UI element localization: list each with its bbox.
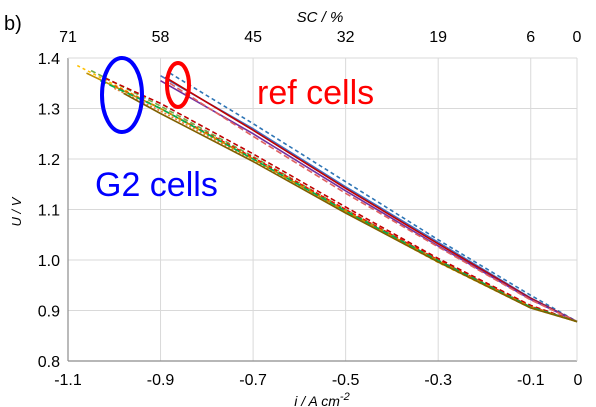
series-line-ref xyxy=(160,80,578,323)
ref-cells-label: ref cells xyxy=(257,74,374,112)
tick-labels: 0.8 0.9 1.0 1.1 1.2 1.3 1.4 -1.1 -0.9 -0.7 -0.5 -0.… xyxy=(38,29,583,389)
y-tick-label: 1.0 xyxy=(38,253,60,270)
series-line-g2 xyxy=(104,77,578,323)
top-tick-label: 6 xyxy=(526,29,535,46)
x-tick-label: -0.1 xyxy=(517,372,545,389)
series-line-g2 xyxy=(86,72,578,323)
top-tick-label: 58 xyxy=(152,29,170,46)
x-axis-label: i / A cm-2 xyxy=(294,391,349,407)
series-line-ref xyxy=(169,82,578,323)
top-tick-label: 71 xyxy=(59,29,77,46)
panel-label: b) xyxy=(4,13,22,35)
series-line-ref xyxy=(164,76,578,323)
y-tick-label: 0.9 xyxy=(38,304,60,321)
top-axis-label: SC / % xyxy=(297,9,344,26)
x-axis-label-main: i / A cm xyxy=(294,393,340,407)
top-tick-label: 45 xyxy=(244,29,262,46)
top-tick-label: 19 xyxy=(429,29,447,46)
top-tick-label: 0 xyxy=(573,29,582,46)
x-tick-label: 0 xyxy=(574,372,583,389)
series-line-g2 xyxy=(123,92,578,323)
y-tick-label: 1.1 xyxy=(38,203,60,220)
y-axis-label: U / V xyxy=(9,196,24,226)
series-lines xyxy=(76,64,578,323)
x-tick-label: -1.1 xyxy=(54,372,82,389)
g2-cells-label: G2 cells xyxy=(95,166,218,204)
x-axis-label-exponent: -2 xyxy=(340,391,350,403)
top-tick-label: 32 xyxy=(337,29,355,46)
series-line-ref xyxy=(169,72,578,323)
axes xyxy=(67,57,578,362)
y-tick-label: 1.3 xyxy=(38,102,60,119)
x-tick-label: -0.5 xyxy=(332,372,360,389)
g2-cells-ellipse xyxy=(100,56,144,134)
x-tick-label: -0.9 xyxy=(147,372,175,389)
x-tick-label: -0.7 xyxy=(239,372,267,389)
y-tick-label: 1.4 xyxy=(38,51,60,68)
x-tick-label: -0.3 xyxy=(424,372,452,389)
ref-cells-ellipse xyxy=(165,61,191,109)
y-tick-label: 1.2 xyxy=(38,152,60,169)
y-tick-label: 0.8 xyxy=(38,354,60,371)
